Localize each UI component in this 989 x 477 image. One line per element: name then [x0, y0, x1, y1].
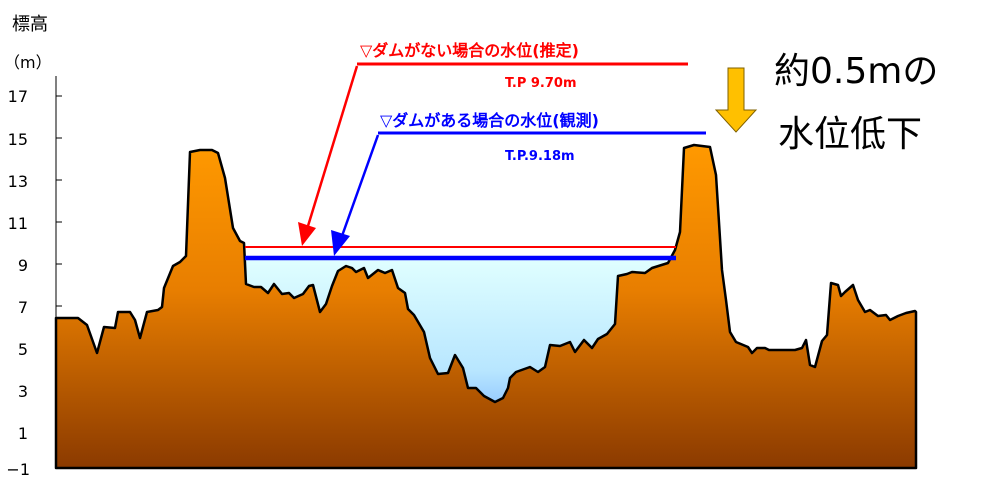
y-axis-unit: （m） — [4, 53, 52, 72]
without-dam-leader — [306, 65, 359, 227]
y-tick-label: 7 — [18, 298, 28, 317]
y-tick-labels: 17 15 13 11 9 7 5 3 1 −1 — [6, 87, 30, 477]
y-tick-label: 11 — [8, 214, 28, 233]
y-tick-label: 17 — [8, 87, 28, 106]
drop-annotation: 約0.5mの 水位低下 — [714, 51, 938, 155]
without-dam-callout: ▽ダムがない場合の水位(推定) T.P 9.70m — [298, 41, 688, 246]
with-dam-leader — [340, 134, 380, 237]
without-dam-arrowhead — [298, 222, 316, 246]
y-axis-title: 標高 — [12, 14, 48, 35]
with-dam-label: ▽ダムがある場合の水位(観測) — [380, 111, 599, 130]
y-tick-label: 15 — [8, 130, 28, 149]
y-tick-label: 5 — [18, 340, 28, 359]
drop-note-line1: 約0.5mの — [774, 51, 938, 92]
y-tick-label: 9 — [18, 256, 28, 275]
with-dam-callout: ▽ダムがある場合の水位(観測) T.P.9.18m — [331, 111, 706, 256]
down-arrow-icon — [714, 67, 758, 133]
terrain-cross-section — [54, 143, 918, 470]
y-tick-label: 1 — [18, 424, 28, 443]
without-dam-value: T.P 9.70m — [505, 76, 577, 91]
y-tick-label: −1 — [6, 460, 30, 477]
y-tick-label: 3 — [18, 382, 28, 401]
drop-note-line2: 水位低下 — [778, 114, 922, 155]
with-dam-value: T.P.9.18m — [505, 149, 575, 164]
without-dam-label: ▽ダムがない場合の水位(推定) — [360, 41, 579, 60]
with-dam-arrowhead — [331, 230, 350, 256]
y-tick-label: 13 — [8, 172, 28, 191]
